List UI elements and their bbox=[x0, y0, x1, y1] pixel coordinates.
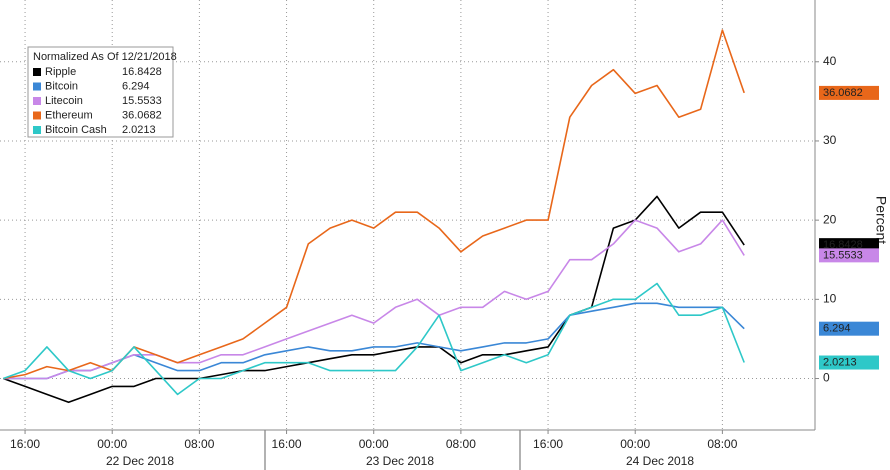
y-tick-label: 20 bbox=[823, 212, 837, 226]
y-tick-label: 10 bbox=[823, 292, 837, 306]
value-tag-label: 16.8428 bbox=[823, 239, 863, 251]
series-line bbox=[3, 195, 745, 404]
legend-swatch bbox=[33, 82, 41, 91]
x-tick-label: 16:00 bbox=[10, 437, 40, 451]
legend: Normalized As Of 12/21/2018 Ripple 16.8428… bbox=[27, 46, 177, 138]
legend-name: Bitcoin Cash bbox=[45, 124, 107, 136]
value-tag-label: 36.0682 bbox=[823, 87, 863, 99]
legend-value: 36.0682 bbox=[122, 109, 162, 121]
value-tag bbox=[819, 248, 879, 263]
legend-swatch bbox=[33, 97, 41, 105]
x-tick-label: 00:00 bbox=[359, 437, 389, 451]
x-tick-label: 16:00 bbox=[272, 437, 302, 451]
legend-swatch bbox=[33, 68, 41, 76]
y-axis-title: Percent bbox=[873, 196, 889, 244]
legend-name: Ripple bbox=[45, 66, 76, 78]
legend-value: 15.5533 bbox=[122, 95, 162, 107]
value-tag bbox=[819, 85, 879, 100]
legend-swatch bbox=[33, 111, 41, 120]
x-tick-label: 16:00 bbox=[533, 437, 563, 451]
date-label: 24 Dec 2018 bbox=[626, 454, 694, 468]
value-tag bbox=[819, 355, 879, 370]
y-tick-label: 40 bbox=[823, 54, 837, 68]
x-tick-label: 00:00 bbox=[97, 437, 127, 451]
legend-value: 16.8428 bbox=[122, 66, 162, 78]
legend-swatch bbox=[33, 126, 41, 134]
value-tag-label: 2.0213 bbox=[823, 356, 857, 368]
series-line bbox=[3, 219, 745, 380]
legend-name: Litecoin bbox=[45, 95, 83, 107]
x-tick-label: 08:00 bbox=[446, 437, 476, 451]
value-tag-label: 15.5533 bbox=[823, 249, 863, 261]
legend-name: Ethereum bbox=[45, 109, 93, 121]
x-tick-label: 00:00 bbox=[620, 437, 650, 451]
date-label: 22 Dec 2018 bbox=[106, 454, 174, 468]
x-tick-label: 08:00 bbox=[707, 437, 737, 451]
series-line bbox=[3, 282, 745, 396]
value-tag bbox=[819, 321, 879, 336]
legend-name: Bitcoin bbox=[45, 80, 78, 92]
date-label: 23 Dec 2018 bbox=[366, 454, 434, 468]
value-tag-label: 6.294 bbox=[823, 323, 851, 335]
legend-value: 2.0213 bbox=[122, 124, 156, 136]
x-tick-label: 08:00 bbox=[184, 437, 214, 451]
y-tick-label: 30 bbox=[823, 133, 837, 147]
legend-value: 6.294 bbox=[122, 80, 150, 92]
y-tick-label: 0 bbox=[823, 371, 830, 385]
legend-box bbox=[27, 46, 174, 138]
legend-title: Normalized As Of 12/21/2018 bbox=[33, 51, 177, 63]
